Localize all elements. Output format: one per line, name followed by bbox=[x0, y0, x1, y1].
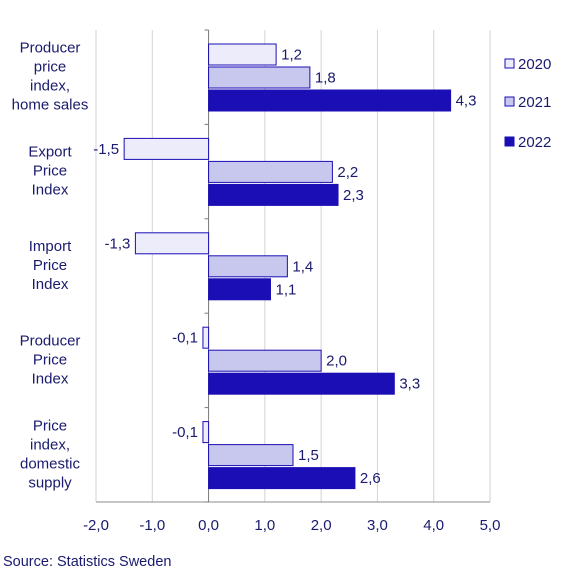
value-label-2020-0: 1,2 bbox=[281, 47, 302, 64]
category-label-line: home sales bbox=[12, 97, 89, 114]
category-label-line: Producer bbox=[20, 332, 81, 349]
bar-2020-2 bbox=[134, 232, 210, 255]
bar-2021-0 bbox=[208, 66, 311, 89]
category-label-line: Export bbox=[28, 144, 72, 161]
value-label-2022-4: 2,6 bbox=[360, 470, 381, 487]
value-label-2022-2: 1,1 bbox=[275, 281, 296, 298]
category-label-0: Producer price index, home sales bbox=[12, 40, 89, 114]
value-label-2021-3: 2,0 bbox=[326, 353, 347, 370]
value-label-2021-4: 1,5 bbox=[298, 447, 319, 464]
category-label-line: Price bbox=[33, 257, 67, 274]
bar-2022-1 bbox=[208, 183, 339, 206]
bar-2021-1 bbox=[208, 160, 333, 183]
bar-2020-3 bbox=[202, 326, 210, 349]
x-tick-label: -1,0 bbox=[139, 517, 165, 534]
legend-label-2021: 2021 bbox=[518, 94, 551, 111]
legend: 2020 2021 2022 bbox=[504, 56, 551, 151]
bar-2021-2 bbox=[208, 255, 288, 278]
category-label-line: Index bbox=[32, 370, 69, 387]
value-label-2021-2: 1,4 bbox=[292, 258, 313, 275]
category-label-4: Price index, domestic supply bbox=[20, 417, 81, 491]
legend-swatch-2020 bbox=[504, 58, 515, 69]
x-tick-label: 4,0 bbox=[423, 517, 444, 534]
bar-2021-3 bbox=[208, 349, 322, 372]
value-label-2020-3: -0,1 bbox=[172, 330, 198, 347]
bar-2022-3 bbox=[208, 372, 395, 395]
bar-2022-0 bbox=[208, 89, 452, 112]
value-label-2021-1: 2,2 bbox=[337, 164, 358, 181]
category-label-1: Export Price Index bbox=[28, 144, 72, 199]
legend-label-2020: 2020 bbox=[518, 56, 551, 73]
category-label-line: Price bbox=[33, 163, 67, 180]
value-label-2022-0: 4,3 bbox=[456, 93, 477, 110]
category-label-line: Price bbox=[33, 351, 67, 368]
legend-swatch-2021 bbox=[504, 96, 515, 107]
x-tick-label: -2,0 bbox=[83, 517, 109, 534]
category-label-2: Import Price Index bbox=[29, 238, 72, 293]
category-label-line: price bbox=[34, 59, 67, 76]
bar-2020-0 bbox=[208, 43, 277, 66]
x-tick-label: 3,0 bbox=[367, 517, 388, 534]
bar-2021-4 bbox=[208, 444, 294, 467]
category-label-line: Index bbox=[32, 182, 69, 199]
x-tick-label: 1,0 bbox=[254, 517, 275, 534]
category-labels: Producer price index, home sales Export Price… bbox=[12, 40, 89, 492]
value-label-2021-0: 1,8 bbox=[315, 70, 336, 87]
value-label-2022-1: 2,3 bbox=[343, 187, 364, 204]
category-label-line: supply bbox=[28, 474, 72, 491]
bar-2022-2 bbox=[208, 278, 271, 301]
x-tick-label: 2,0 bbox=[311, 517, 332, 534]
value-label-2020-4: -0,1 bbox=[172, 424, 198, 441]
category-label-line: Price bbox=[33, 417, 67, 434]
legend-swatch-2022 bbox=[504, 136, 515, 147]
category-label-line: domestic bbox=[20, 455, 81, 472]
source-note: Source: Statistics Sweden bbox=[3, 554, 171, 570]
legend-label-2022: 2022 bbox=[518, 134, 551, 151]
category-label-line: Import bbox=[29, 238, 72, 255]
category-label-line: Index bbox=[32, 276, 69, 293]
x-tick-label: 5,0 bbox=[480, 517, 501, 534]
category-label-line: index, bbox=[30, 78, 70, 95]
category-label-line: index, bbox=[30, 436, 70, 453]
value-label-2022-3: 3,3 bbox=[399, 376, 420, 393]
value-label-2020-1: -1,5 bbox=[93, 141, 119, 158]
category-label-3: Producer Price Index bbox=[20, 332, 81, 387]
bars: 1,2 1,8 4,3 -1,5 2,2 2,3 -1,3 1,4 1,1 -0,1 2,0 3,3 -… bbox=[93, 43, 477, 490]
x-tick-label: 0,0 bbox=[198, 517, 219, 534]
bar-2020-4 bbox=[202, 421, 210, 444]
bar-2020-1 bbox=[123, 137, 210, 160]
bar-2022-4 bbox=[208, 467, 356, 490]
value-label-2020-2: -1,3 bbox=[105, 235, 131, 252]
category-label-line: Producer bbox=[20, 40, 81, 57]
